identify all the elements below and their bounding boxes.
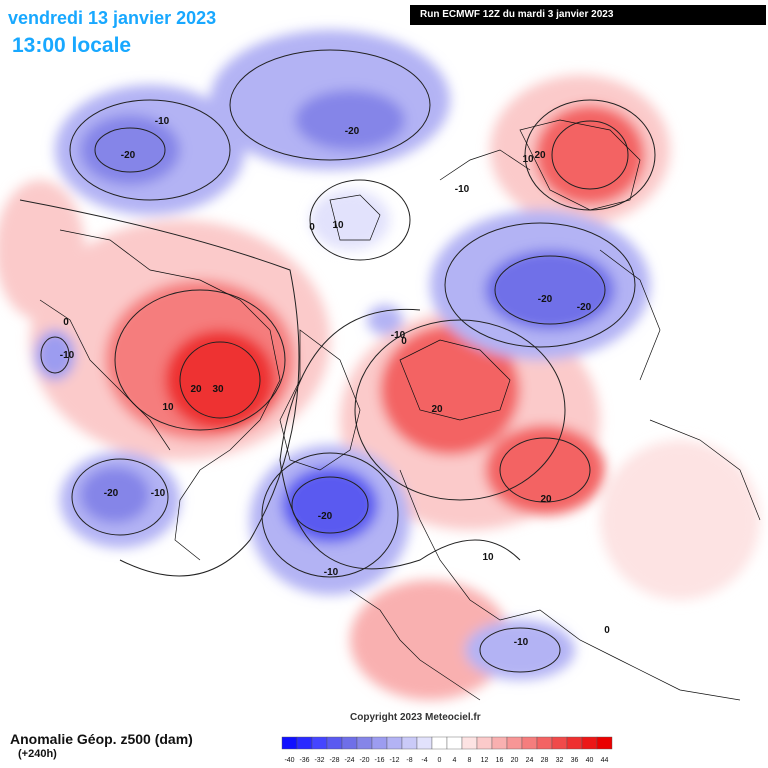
legend-tick-label: -28 [329,757,339,764]
legend-swatch [461,736,478,750]
contour-label: -20 [121,150,136,161]
contour-label: -10 [151,488,166,499]
contour-label: -10 [514,637,529,648]
legend-swatch [416,736,433,750]
contour-label: 0 [401,336,407,347]
contour-label: -20 [318,511,333,522]
legend-swatch [536,736,553,750]
legend-tick-label: -16 [374,757,384,764]
forecast-date: vendredi 13 janvier 2023 [8,8,217,28]
contour-label: 20 [540,494,552,505]
legend-tick-label: 0 [438,757,442,764]
legend-swatch [506,736,523,750]
legend-tick-label: 36 [571,757,579,764]
contour-label: -10 [391,330,406,341]
run-info-text: Run ECMWF 12Z du mardi 3 janvier 2023 [420,9,614,20]
contour-label: -10 [324,567,339,578]
legend-tick-label: -4 [421,757,427,764]
contour-label: -10 [455,184,470,195]
copyright-notice: Copyright 2023 Meteociel.fr [350,712,481,723]
contour-label: 10 [332,220,344,231]
contour-label: 10 [482,552,494,563]
legend-swatch [281,736,298,750]
legend-swatch [476,736,493,750]
legend-tick-label: 12 [481,757,489,764]
coastlines [39,119,761,701]
contour-label: 0 [63,317,69,328]
run-info-banner: Run ECMWF 12Z du mardi 3 janvier 2023 [410,5,766,25]
contour-lines [19,49,656,673]
legend-tick-label: 44 [601,757,609,764]
legend-tick-label: -20 [359,757,369,764]
legend-swatch [521,736,538,750]
legend-tick-label: 32 [556,757,564,764]
contour-label: -10 [155,116,170,127]
legend-swatch [296,736,313,750]
legend-swatch [491,736,508,750]
contour-label: -20 [577,302,592,313]
contour-label: 20 [431,404,443,415]
legend-tick-label: 16 [496,757,504,764]
legend-tick-label: 24 [526,757,534,764]
legend-swatch [386,736,403,750]
legend-swatch [431,736,448,750]
legend-swatch [341,736,358,750]
anomaly-field [0,30,760,700]
contour-label: 0 [309,222,315,233]
legend-swatch [371,736,388,750]
contour-label: 20 [190,384,202,395]
legend-tick-label: 4 [453,757,457,764]
legend-tick-label: -32 [314,757,324,764]
legend-swatch [596,736,613,750]
contour-label: -20 [345,126,360,137]
contour-label: -20 [104,488,119,499]
contour-label: 10 [522,154,534,165]
lead-time: (+240h) [18,748,57,760]
legend-tick-label: 8 [468,757,472,764]
map-title: Anomalie Géop. z500 (dam) [10,731,193,747]
contour-label: -20 [538,294,553,305]
legend-swatch [311,736,328,750]
legend-swatch [326,736,343,750]
forecast-local-time: 13:00 locale [12,34,132,57]
legend-tick-label: 40 [586,757,594,764]
legend-tick-label: 28 [541,757,549,764]
legend-swatch [581,736,598,750]
legend-tick-label: -40 [284,757,294,764]
legend-swatch [446,736,463,750]
legend-swatch [551,736,568,750]
legend-tick-label: -12 [389,757,399,764]
color-legend: -40 -36 -32 -28 -24 -20 -16 -12 -8 -4 0 4 8 12 16 20 24 2… [281,736,613,764]
legend-tick-label: -36 [299,757,309,764]
legend-swatch [356,736,373,750]
legend-tick-label: -24 [344,757,354,764]
contour-label: 10 [162,402,174,413]
contour-label: -10 [60,350,75,361]
contour-label: 30 [212,384,224,395]
legend-tick-label: -8 [406,757,412,764]
legend-swatch [401,736,418,750]
legend-tick-label: 20 [511,757,519,764]
contour-label: 0 [604,625,610,636]
contour-label: 20 [534,150,546,161]
legend-swatch [566,736,583,750]
